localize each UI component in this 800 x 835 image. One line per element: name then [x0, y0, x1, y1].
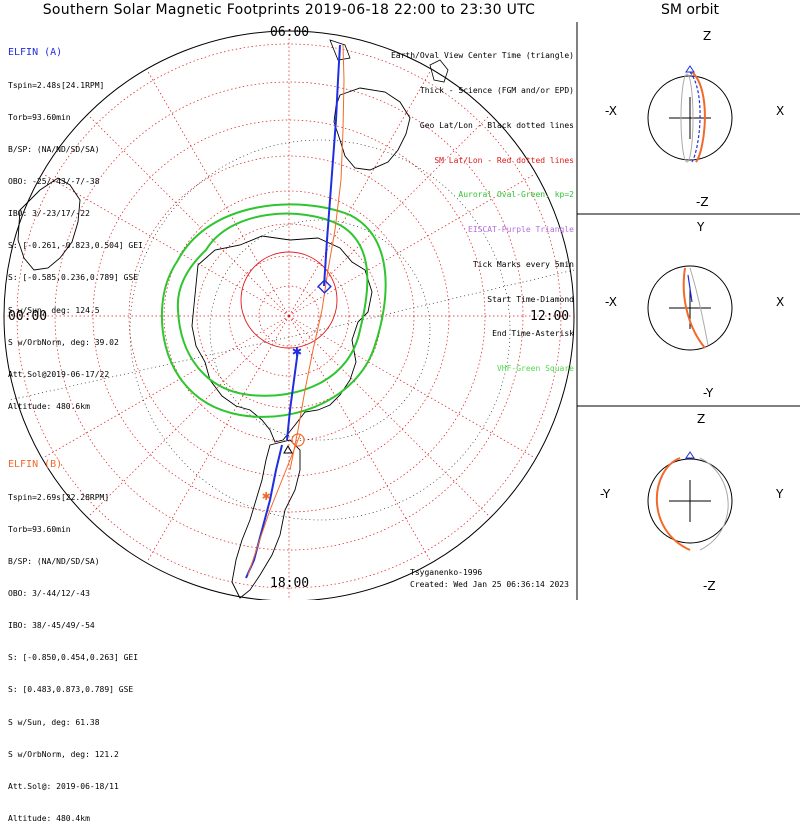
view-center-triangle [283, 444, 293, 454]
elfin-a-line: Altitude: 480.6km [8, 401, 90, 411]
elfin-a-end-asterisk: ✱ [292, 341, 302, 360]
sm-orbit-title: SM orbit [660, 2, 719, 18]
elfin-a-line: Tspin=2.48s[24.1RPM] [8, 80, 105, 90]
elfin-b-line: S: [0.483,0.873,0.789] GSE [8, 685, 134, 695]
sm3-bottom: -Z [703, 579, 716, 593]
elfin-a-trace [323, 44, 341, 287]
elfin-a-line: S: [-0.585,0.236,0.789] GSE [8, 273, 139, 283]
sm1-top: Z [703, 29, 711, 43]
elfin-b-line: Torb=93.60min [8, 524, 71, 534]
sm-longitude-grid [4, 31, 574, 600]
sm3-top: Z [697, 412, 705, 426]
elfin-b-line: Tspin=2.69s[22.28RPM] [8, 492, 110, 502]
elfin-b-trace [245, 444, 283, 579]
polar-map: ✱ ✱ [3, 30, 575, 600]
antarctica-coastline [191, 235, 373, 443]
elfin-a-orange-trace [289, 44, 345, 471]
legend-item: SM Lat/Lon - Red dotted lines [434, 155, 574, 165]
elfin-b-line: Altitude: 480.4km [8, 813, 90, 823]
sm-panel-1 [647, 65, 733, 163]
legend-item: Earth/Oval View Center Time (triangle) [390, 51, 574, 61]
mlt-label-bottom: 18:00 [270, 576, 310, 591]
elfin-a-line: S: [-0.261,-0.823,0.504] GEI [8, 241, 143, 251]
sm3-left: -Y [600, 487, 611, 501]
legend: Earth/Oval View Center Time (triangle) T… [391, 27, 574, 386]
mlt-label-right: 12:00 [530, 309, 570, 324]
elfin-a-header: ELFIN (A) [8, 47, 63, 59]
elfin-b-asterisk: ✱ [262, 488, 271, 504]
sm1-left: -X [605, 104, 617, 118]
elfin-a-line: Att.Sol@2019-06-17/22 [8, 369, 110, 379]
geo-grid [9, 139, 575, 521]
elfin-a-line: Torb=93.60min [8, 112, 71, 122]
sm2-right: X [776, 295, 784, 309]
legend-item: Auroral Oval-Green, kp=2 [458, 190, 574, 200]
elfin-b-info: ELFIN (B) Tspin=2.69s[22.28RPM] Torb=93.… [8, 438, 138, 835]
mlt-label-top: 06:00 [270, 25, 310, 40]
legend-item: EISCAT-Purple Triangle [468, 225, 574, 235]
legend-item: VHF-Green Square [496, 364, 574, 374]
page-title: Southern Solar Magnetic Footprints 2019-… [42, 2, 536, 18]
sm1-right: X [776, 104, 784, 118]
sm2-bottom: -Y [703, 386, 714, 400]
elfin-a-lower-trace [286, 349, 299, 441]
elfin-b-line: S w/OrbNorm, deg: 121.2 [8, 749, 119, 759]
elfin-a-line: OBO: -25/-43/-7/-38 [8, 177, 100, 187]
sm1-bottom: -Z [696, 195, 709, 209]
sm-pole-circle [240, 251, 338, 349]
elfin-b-line: IBO: 38/-45/49/-54 [8, 621, 95, 631]
sm2-top: Y [696, 220, 705, 234]
mlt-label-left: 00:00 [8, 309, 48, 324]
elfin-a-line: IBO: 3/-23/17/-22 [8, 209, 90, 219]
africa-coastline [17, 177, 81, 271]
plot-canvas: ✱ ✱ Z -Z [3, 22, 800, 600]
south-america-coastline [231, 439, 301, 599]
credit-author: Tsyganenko-1996 [410, 568, 483, 577]
elfin-b-header: ELFIN (B) [8, 459, 63, 471]
auroral-oval [160, 203, 387, 418]
legend-item: Geo Lat/Lon - Black dotted lines [419, 120, 574, 130]
sm-axis-labels: Z -Z -X X Y -Y -X X Z -Z -Y Y [600, 29, 784, 593]
elfin-a-info: ELFIN (A) Tspin=2.48s[24.1RPM] Torb=93.6… [8, 26, 143, 423]
elfin-b-orange-trace [247, 434, 301, 576]
credit-created: Created: Wed Jan 25 06:36:14 2023 [410, 580, 569, 589]
legend-item: End Time-Asterisk [492, 329, 574, 339]
sm-panel-2 [647, 265, 733, 351]
sm-panel-3 [647, 451, 733, 551]
islands-coastline [329, 39, 449, 83]
elfin-a-line: S w/OrbNorm, deg: 39.02 [8, 337, 119, 347]
elfin-a-start-diamond [317, 279, 332, 294]
elfin-b-line: OBO: 3/-44/12/-43 [8, 589, 90, 599]
elfin-a-line: B/SP: (NA/ND/SD/SA) [8, 145, 100, 155]
sm2-left: -X [605, 295, 617, 309]
elfin-b-line: S: [-0.850,0.454,0.263] GEI [8, 653, 139, 663]
legend-item: Tick Marks every 5min [472, 259, 574, 269]
elfin-b-line: B/SP: (NA/ND/SD/SA) [8, 557, 100, 567]
elfin-b-line: Att.Sol@: 2019-06-18/11 [8, 781, 119, 791]
sm3-right: Y [775, 487, 784, 501]
elfin-b-line: S w/Sun, deg: 61.38 [8, 717, 100, 727]
legend-item: Start Time-Diamond [487, 294, 574, 304]
legend-item: Thick - Science (FGM and/or EPD) [419, 85, 574, 95]
elfin-a-line: S w/Sun, deg: 124.5 [8, 305, 100, 315]
elfin-b-start-marker [291, 433, 305, 447]
